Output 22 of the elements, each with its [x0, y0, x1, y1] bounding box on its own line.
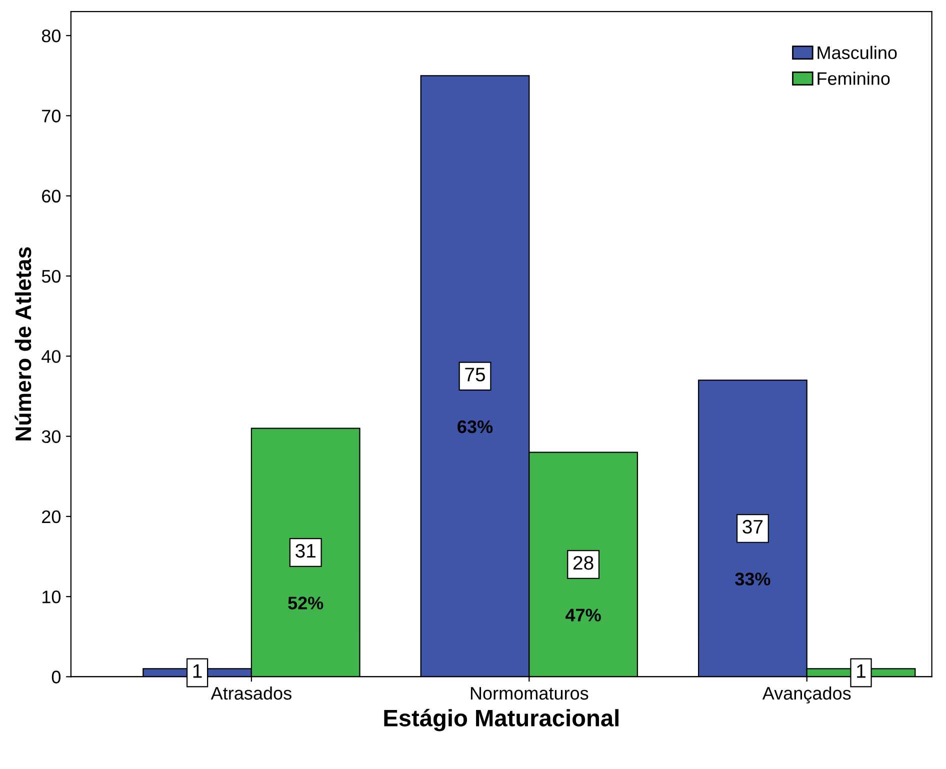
- y-tick-label: 30: [42, 430, 61, 444]
- x-tick-label: Normomaturos: [470, 687, 588, 700]
- y-tick-label: 10: [42, 590, 61, 604]
- text: 31 52%: [288, 544, 324, 610]
- y-axis-title: Número de Atletas: [14, 247, 32, 440]
- y-tick-label: 60: [42, 190, 61, 203]
- legend-label: Masculino: [818, 46, 897, 60]
- y-tick-label: 40: [42, 350, 61, 363]
- text: 28 47%: [566, 556, 601, 622]
- x-tick-label: Atrasados: [210, 686, 292, 700]
- data-label: 1: [857, 664, 866, 678]
- y-tick-label: 20: [42, 510, 61, 524]
- y-tick-label: 80: [42, 30, 61, 42]
- y-tick-label: 0: [52, 670, 61, 684]
- x-tick-label: Avançados: [762, 686, 851, 704]
- legend-label: Feminino: [818, 72, 890, 85]
- text: 75 63%: [458, 368, 493, 434]
- y-tick-label: 70: [42, 110, 61, 122]
- data-label: 1: [193, 664, 202, 678]
- text: 37 33%: [735, 520, 770, 586]
- y-tick-label: 50: [42, 270, 61, 283]
- x-axis-title: Estágio Maturacional: [384, 708, 618, 732]
